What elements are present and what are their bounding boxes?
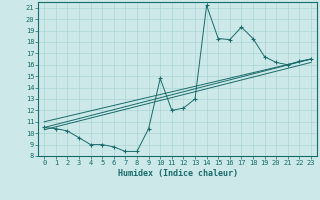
- X-axis label: Humidex (Indice chaleur): Humidex (Indice chaleur): [118, 169, 238, 178]
